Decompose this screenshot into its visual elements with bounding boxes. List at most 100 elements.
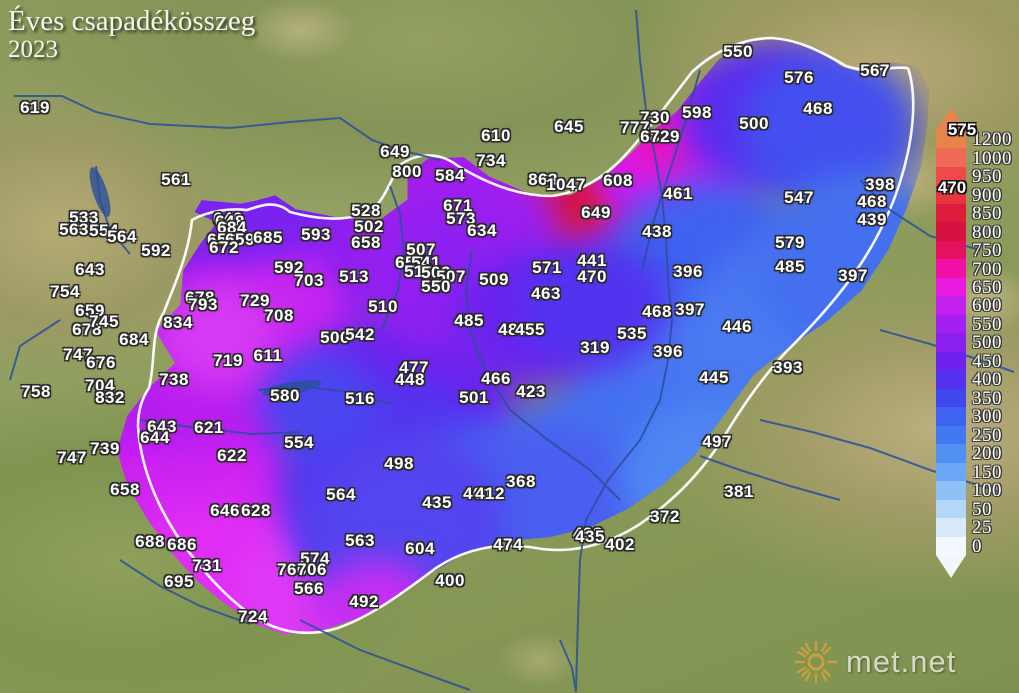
station-value-label: 461 <box>663 184 693 204</box>
station-value-label: 445 <box>699 368 729 388</box>
station-value-label: 396 <box>653 342 683 362</box>
station-value-label: 634 <box>467 221 497 241</box>
station-value-label: 485 <box>775 257 805 277</box>
metnet-logo[interactable]: met.net <box>795 641 956 683</box>
station-value-label: 563 <box>59 220 89 240</box>
colorbar-marker: 470 <box>938 178 966 198</box>
title-main: Éves csapadékösszeg <box>8 5 255 37</box>
colorbar-swatch <box>936 500 966 518</box>
colorbar-swatch <box>936 370 966 388</box>
station-value-label: 463 <box>531 284 561 304</box>
station-value-label: 397 <box>675 300 705 320</box>
colorbar-swatch <box>936 481 966 499</box>
colorbar-swatch <box>936 444 966 462</box>
station-value-label: 580 <box>270 386 300 406</box>
station-value-label: 319 <box>580 338 610 358</box>
station-value-label: 645 <box>554 117 584 137</box>
station-value-label: 644 <box>140 428 170 448</box>
station-value-label: 724 <box>238 607 268 627</box>
station-value-label: 468 <box>803 99 833 119</box>
station-value-label: 688 <box>135 532 165 552</box>
station-value-label: 611 <box>254 346 283 366</box>
station-value-label: 658 <box>110 480 140 500</box>
station-value-label: 658 <box>351 233 381 253</box>
precipitation-raster <box>0 0 1019 693</box>
colorbar-swatch <box>936 352 966 370</box>
station-value-label: 684 <box>119 330 149 350</box>
station-value-label: 685 <box>253 228 283 248</box>
station-value-label: 468 <box>642 302 672 322</box>
station-value-label: 832 <box>95 388 125 408</box>
station-value-label: 622 <box>217 446 247 466</box>
colorbar-swatch <box>936 241 966 259</box>
station-value-label: 729 <box>650 127 680 147</box>
station-value-label: 563 <box>345 531 375 551</box>
station-value-label: 584 <box>435 166 465 186</box>
station-value-label: 455 <box>515 320 545 340</box>
station-value-label: 393 <box>773 358 803 378</box>
colorbar-swatch <box>936 463 966 481</box>
colorbar-swatch <box>936 204 966 222</box>
station-value-label: 610 <box>481 126 511 146</box>
colorbar-swatch <box>936 148 966 166</box>
station-value-label: 571 <box>532 258 562 278</box>
station-value-label: 703 <box>294 271 324 291</box>
station-value-label: 564 <box>107 227 137 247</box>
station-value-label: 547 <box>784 188 814 208</box>
station-value-label: 706 <box>297 560 327 580</box>
colorbar-swatch <box>936 315 966 333</box>
title-year: 2023 <box>8 37 255 63</box>
station-value-label: 474 <box>493 535 523 555</box>
station-value-label: 439 <box>857 210 887 230</box>
station-value-label: 793 <box>188 295 218 315</box>
colorbar-marker: 575 <box>948 120 976 140</box>
station-value-label: 643 <box>75 260 105 280</box>
colorbar-swatch <box>936 537 966 555</box>
station-value-label: 435 <box>422 493 452 513</box>
station-value-label: 513 <box>339 267 369 287</box>
colorbar-swatch <box>936 333 966 351</box>
station-value-label: 619 <box>20 98 50 118</box>
station-value-label: 608 <box>603 171 633 191</box>
station-value-label: 734 <box>476 151 506 171</box>
station-value-label: 438 <box>642 222 672 242</box>
station-value-label: 542 <box>345 325 375 345</box>
station-value-label: 498 <box>384 454 414 474</box>
station-value-label: 423 <box>516 382 546 402</box>
precipitation-map-screenshot: 6195615335635545645926437546596787457476… <box>0 0 1019 693</box>
sun-icon <box>795 641 837 683</box>
station-value-label: 834 <box>163 313 193 333</box>
station-value-label: 592 <box>141 241 171 261</box>
station-value-label: 564 <box>326 485 356 505</box>
station-value-label: 747 <box>57 448 87 468</box>
station-value-label: 672 <box>209 238 239 258</box>
station-value-label: 501 <box>459 388 489 408</box>
station-value-label: 402 <box>605 535 635 555</box>
station-value-label: 649 <box>581 203 611 223</box>
station-value-label: 719 <box>213 351 243 371</box>
station-value-label: 676 <box>86 353 116 373</box>
station-value-label: 745 <box>89 312 119 332</box>
station-value-label: 800 <box>392 162 422 182</box>
colorbar-legend: 1200100095090085080075070065060055050045… <box>934 100 970 580</box>
station-value-label: 566 <box>294 579 324 599</box>
colorbar-swatch <box>936 296 966 314</box>
station-value-label: 396 <box>673 262 703 282</box>
colorbar-swatch <box>936 518 966 536</box>
station-value-label: 446 <box>722 317 752 337</box>
station-value-label: 561 <box>161 170 191 190</box>
station-value-label: 497 <box>702 432 732 452</box>
station-value-label: 695 <box>164 572 194 592</box>
station-value-label: 412 <box>475 484 505 504</box>
station-value-label: 397 <box>838 266 868 286</box>
station-value-label: 470 <box>577 267 607 287</box>
station-value-label: 593 <box>301 225 331 245</box>
precipitation-field <box>0 0 1019 693</box>
station-value-label: 649 <box>380 142 410 162</box>
colorbar-swatch <box>936 426 966 444</box>
station-value-label: 448 <box>395 370 425 390</box>
colorbar-swatch <box>936 389 966 407</box>
station-value-label: 485 <box>454 311 484 331</box>
station-value-label: 1047 <box>546 175 586 195</box>
station-value-label: 368 <box>506 472 536 492</box>
